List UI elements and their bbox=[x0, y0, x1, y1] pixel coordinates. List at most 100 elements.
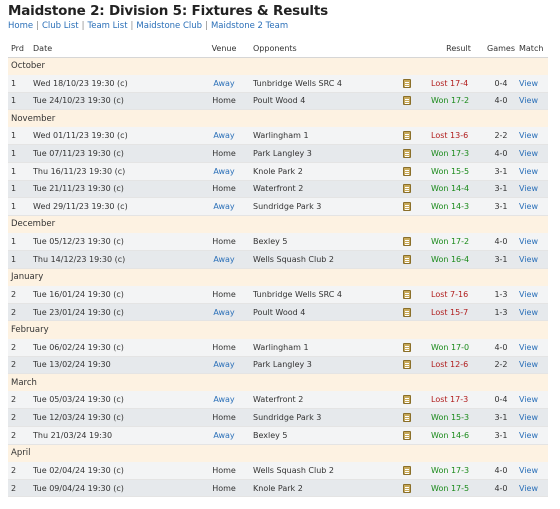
nav-link-club[interactable]: Maidstone Club bbox=[136, 21, 203, 31]
cell-opponents: Tunbridge Wells SRC 4 bbox=[250, 74, 400, 93]
cell-match: View bbox=[516, 232, 548, 252]
cell-opponents: Waterfront 2 bbox=[250, 180, 400, 199]
cell-venue: Away bbox=[198, 250, 250, 269]
cell-date: Wed 18/10/23 19:30 (c) bbox=[30, 74, 198, 93]
cell-venue: Away bbox=[198, 356, 250, 375]
scorecard-note-icon[interactable] bbox=[403, 413, 411, 423]
scorecard-note-icon[interactable] bbox=[403, 78, 411, 88]
view-match-link[interactable]: View bbox=[519, 342, 538, 352]
scorecard-note-icon[interactable] bbox=[403, 254, 411, 264]
cell-result: Won 17-2 bbox=[428, 92, 486, 111]
view-match-link[interactable]: View bbox=[519, 395, 538, 405]
col-header-prd: Prd bbox=[8, 40, 30, 58]
cell-opponents: Bexley 5 bbox=[250, 426, 400, 445]
nav-link-home[interactable]: Home bbox=[8, 21, 34, 31]
cell-note bbox=[400, 180, 428, 199]
nav-separator: | bbox=[130, 21, 134, 31]
cell-venue: Home bbox=[198, 180, 250, 199]
scorecard-note-icon[interactable] bbox=[403, 149, 411, 159]
view-match-link[interactable]: View bbox=[519, 236, 538, 246]
cell-opponents: Bexley 5 bbox=[250, 232, 400, 252]
nav-link-team-list[interactable]: Team List bbox=[87, 21, 128, 31]
cell-games: 1-3 bbox=[486, 303, 516, 322]
cell-match: View bbox=[516, 285, 548, 304]
cell-date: Tue 05/03/24 19:30 (c) bbox=[30, 391, 198, 410]
view-match-link[interactable]: View bbox=[519, 360, 538, 370]
scorecard-note-icon[interactable] bbox=[403, 202, 411, 212]
scorecard-note-icon[interactable] bbox=[403, 236, 411, 246]
cell-opponents: Park Langley 3 bbox=[250, 144, 400, 164]
cell-opponents: Tunbridge Wells SRC 4 bbox=[250, 285, 400, 304]
scorecard-note-icon[interactable] bbox=[403, 430, 411, 440]
cell-match: View bbox=[516, 426, 548, 445]
cell-result: Won 14-4 bbox=[428, 180, 486, 199]
cell-result: Lost 15-7 bbox=[428, 303, 486, 322]
scorecard-note-icon[interactable] bbox=[403, 131, 411, 141]
scorecard-note-icon[interactable] bbox=[403, 307, 411, 317]
nav-link-team[interactable]: Maidstone 2 Team bbox=[210, 21, 289, 31]
cell-opponents: Poult Wood 4 bbox=[250, 303, 400, 322]
cell-match: View bbox=[516, 180, 548, 199]
cell-date: Tue 13/02/24 19:30 bbox=[30, 356, 198, 375]
scorecard-note-icon[interactable] bbox=[403, 465, 411, 475]
table-row: 1 Tue 21/11/23 19:30 (c) Home Waterfront 2 W… bbox=[8, 180, 548, 199]
view-match-link[interactable]: View bbox=[519, 413, 538, 423]
view-match-link[interactable]: View bbox=[519, 184, 538, 194]
view-match-link[interactable]: View bbox=[519, 149, 538, 159]
cell-result: Won 17-5 bbox=[428, 479, 486, 498]
month-label: February bbox=[8, 320, 548, 339]
view-match-link[interactable]: View bbox=[519, 430, 538, 440]
cell-date: Tue 12/03/24 19:30 (c) bbox=[30, 408, 198, 427]
cell-venue: Away bbox=[198, 74, 250, 93]
nav-link-club-list[interactable]: Club List bbox=[41, 21, 79, 31]
view-match-link[interactable]: View bbox=[519, 202, 538, 212]
view-match-link[interactable]: View bbox=[519, 307, 538, 317]
cell-prd: 2 bbox=[8, 479, 30, 498]
cell-games: 0-4 bbox=[486, 391, 516, 410]
view-match-link[interactable]: View bbox=[519, 166, 538, 176]
cell-games: 3-1 bbox=[486, 426, 516, 445]
cell-result: Lost 13-6 bbox=[428, 127, 486, 146]
cell-venue: Home bbox=[198, 92, 250, 111]
cell-date: Tue 09/04/24 19:30 (c) bbox=[30, 479, 198, 498]
cell-prd: 1 bbox=[8, 180, 30, 199]
table-row: 2 Tue 02/04/24 19:30 (c) Home Wells Squash … bbox=[8, 461, 548, 480]
cell-match: View bbox=[516, 356, 548, 375]
cell-games: 4-0 bbox=[486, 479, 516, 498]
scorecard-note-icon[interactable] bbox=[403, 360, 411, 370]
month-header-row: April bbox=[8, 443, 548, 462]
cell-games: 2-2 bbox=[486, 356, 516, 375]
month-label: January bbox=[8, 267, 548, 286]
cell-venue: Home bbox=[198, 461, 250, 480]
table-row: 1 Tue 24/10/23 19:30 (c) Home Poult Wood 4 W… bbox=[8, 92, 548, 111]
scorecard-note-icon[interactable] bbox=[403, 483, 411, 493]
view-match-link[interactable]: View bbox=[519, 131, 538, 141]
cell-venue: Away bbox=[198, 197, 250, 216]
view-match-link[interactable]: View bbox=[519, 465, 538, 475]
month-label: October bbox=[8, 56, 548, 75]
col-header-venue: Venue bbox=[198, 40, 250, 58]
view-match-link[interactable]: View bbox=[519, 96, 538, 106]
cell-games: 4-0 bbox=[486, 232, 516, 252]
table-row: 2 Tue 06/02/24 19:30 (c) Home Warlingham 1 W… bbox=[8, 338, 548, 357]
cell-date: Thu 14/12/23 19:30 (c) bbox=[30, 250, 198, 269]
scorecard-note-icon[interactable] bbox=[403, 342, 411, 352]
view-match-link[interactable]: View bbox=[519, 289, 538, 299]
scorecard-note-icon[interactable] bbox=[403, 184, 411, 194]
scorecard-note-icon[interactable] bbox=[403, 395, 411, 405]
view-match-link[interactable]: View bbox=[519, 254, 538, 264]
cell-note bbox=[400, 408, 428, 427]
scorecard-note-icon[interactable] bbox=[403, 166, 411, 176]
cell-prd: 1 bbox=[8, 144, 30, 164]
cell-opponents: Poult Wood 4 bbox=[250, 92, 400, 111]
view-match-link[interactable]: View bbox=[519, 483, 538, 493]
cell-opponents: Warlingham 1 bbox=[250, 127, 400, 146]
cell-prd: 2 bbox=[8, 426, 30, 445]
scorecard-note-icon[interactable] bbox=[403, 96, 411, 106]
table-row: 2 Tue 13/02/24 19:30 Away Park Langley 3 Los… bbox=[8, 356, 548, 375]
scorecard-note-icon[interactable] bbox=[403, 289, 411, 299]
cell-match: View bbox=[516, 391, 548, 410]
cell-note bbox=[400, 338, 428, 357]
view-match-link[interactable]: View bbox=[519, 78, 538, 88]
cell-date: Thu 16/11/23 19:30 (c) bbox=[30, 162, 198, 181]
